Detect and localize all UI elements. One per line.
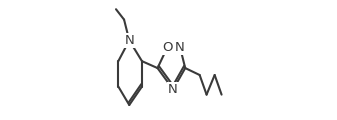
Text: N: N [175, 41, 185, 54]
Text: N: N [168, 83, 178, 96]
Text: O: O [162, 41, 173, 54]
Text: N: N [124, 34, 134, 47]
